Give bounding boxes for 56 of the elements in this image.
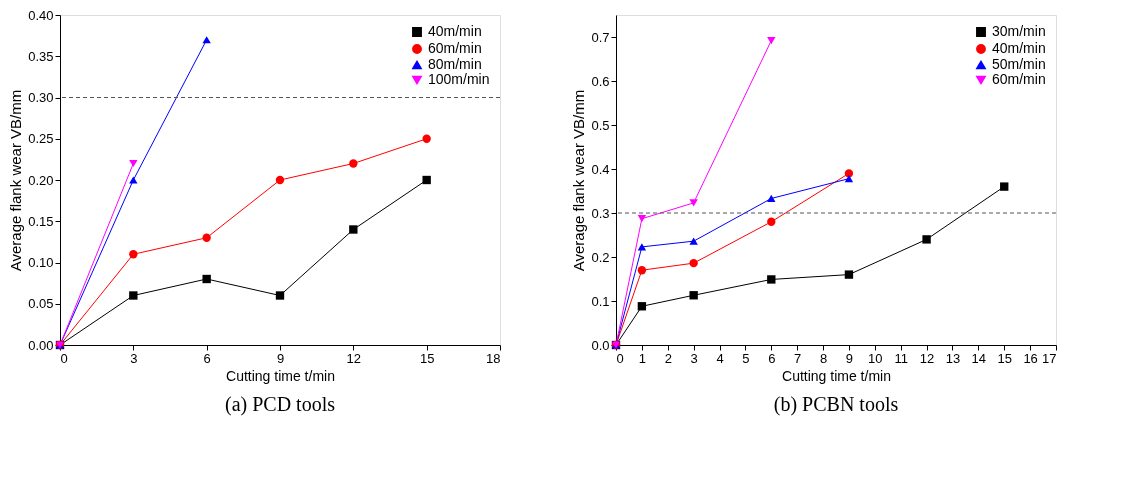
y-tick-label: 0.00 [28, 337, 54, 353]
x-tick-label: 0 [60, 350, 68, 366]
y-tick-label: 0.7 [591, 29, 610, 45]
y-tick-label: 0.4 [591, 161, 610, 177]
x-tick-label: 3 [690, 350, 698, 366]
legend-label: 60m/min [428, 40, 482, 56]
x-tick-label: 13 [945, 350, 961, 366]
x-tick-label: 6 [203, 350, 211, 366]
x-tick-label: 15 [997, 350, 1012, 366]
legend-label: 50m/min [992, 56, 1046, 72]
y-tick-label: 0.5 [591, 117, 610, 133]
y-tick-label: 0.6 [591, 73, 610, 89]
x-tick-label: 3 [130, 350, 138, 366]
x-tick-label: 6 [768, 350, 776, 366]
y-tick-label: 0.35 [28, 48, 54, 64]
y-tick-label: 0.40 [28, 7, 54, 23]
legend-label: 40m/min [992, 40, 1046, 56]
y-tick-label: 0.05 [28, 296, 54, 312]
y-tick-label: 0.25 [28, 131, 54, 147]
y-axis-title: Average flank wear VB/mm [7, 89, 25, 272]
x-tick-label: 4 [716, 350, 724, 366]
y-tick-label: 0.15 [28, 213, 54, 229]
x-tick-label: 15 [419, 350, 435, 366]
x-axis-title: Cutting time t/min [782, 367, 891, 384]
x-tick-label: 10 [868, 350, 883, 366]
y-tick-label: 0.10 [28, 255, 54, 270]
legend-label: 80m/min [428, 56, 482, 72]
y-tick-label: 0.1 [591, 293, 610, 309]
x-tick-label: 5 [742, 350, 750, 366]
x-tick-label: 8 [819, 350, 828, 366]
text: (b) PCBN tools [773, 393, 899, 416]
legend-label: 100m/min [428, 71, 490, 87]
y-tick-label: 0.0 [591, 337, 610, 353]
x-axis-title: Cutting time t/min [226, 367, 335, 384]
y-tick-label: 0.20 [28, 172, 54, 188]
legend-label: 40m/min [428, 23, 482, 39]
legend-label: 60m/min [992, 71, 1046, 87]
x-tick-label: 12 [919, 350, 935, 366]
legend-label: 30m/min [992, 23, 1046, 39]
text: (a) PCD tools [225, 393, 336, 416]
x-tick-label: 11 [894, 350, 908, 366]
x-tick-label: 9 [276, 350, 285, 366]
x-tick-label: 0 [616, 350, 624, 366]
x-tick-label: 17 [1042, 350, 1057, 366]
x-tick-label: 9 [845, 350, 854, 366]
x-tick-label: 14 [971, 350, 987, 366]
x-tick-label: 12 [346, 350, 362, 366]
x-tick-label: 7 [794, 350, 802, 366]
x-tick-label: 1 [638, 350, 646, 366]
y-tick-label: 0.30 [28, 90, 54, 105]
y-tick-label: 0.3 [591, 205, 610, 221]
y-tick-label: 0.2 [591, 249, 610, 265]
y-axis-title: Average flank wear VB/mm [570, 89, 588, 272]
x-tick-label: 16 [1023, 350, 1038, 366]
x-tick-label: 18 [486, 350, 501, 366]
x-tick-label: 2 [664, 350, 672, 366]
